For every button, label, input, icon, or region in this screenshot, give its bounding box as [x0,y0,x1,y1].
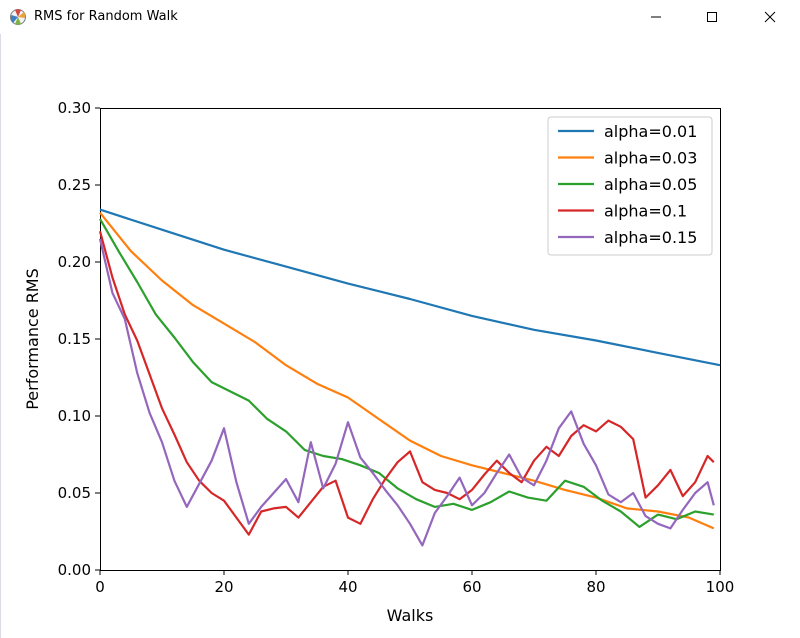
x-tick-label: 20 [214,578,233,596]
series-line-1 [99,212,715,530]
window-border [0,34,1,638]
minimize-button[interactable] [628,0,684,34]
y-tick-label: 0.15 [58,330,91,348]
series-line-2 [99,218,714,528]
chart-canvas: 0 20 40 60 80 100 0.00 0.05 0.10 0.15 0.20 0.25 0.30… [23,99,735,625]
x-tick-label: 80 [586,578,605,596]
matplotlib-icon [9,8,27,26]
legend-label: alpha=0.1 [604,202,687,221]
legend-label: alpha=0.05 [604,175,697,194]
legend-box [547,116,713,256]
title-bar: RMS for Random Walk [0,0,800,34]
series-line-0 [99,208,721,367]
legend-label: alpha=0.03 [604,149,697,168]
y-tick-label: 0.25 [58,176,91,194]
close-button[interactable] [742,0,798,34]
maximize-button[interactable] [684,0,740,34]
y-axis-label: Performance RMS [23,268,42,410]
x-tick-label: 0 [95,578,105,596]
window-title: RMS for Random Walk [34,9,178,24]
x-tick-label: 60 [462,578,481,596]
series-group [98,208,721,547]
x-tick-label: 40 [338,578,357,596]
y-tick-label: 0.30 [58,99,91,117]
minimize-icon [651,16,661,18]
maximize-icon [707,12,717,22]
legend: alpha=0.01 alpha=0.03 alpha=0.05 alpha=0.1 a… [547,116,713,256]
ticks-group: 0 20 40 60 80 100 0.00 0.05 0.10 0.15 0.20 0.25 0.30 [58,99,735,596]
series-line-4 [98,238,715,547]
close-icon [764,11,776,23]
legend-label: alpha=0.15 [604,228,697,247]
y-tick-label: 0.05 [58,484,91,502]
x-axis-label: Walks [387,606,434,625]
legend-label: alpha=0.01 [604,122,697,141]
series-line-3 [98,230,715,536]
y-tick-label: 0.20 [58,253,91,271]
y-tick-label: 0.00 [58,561,91,579]
x-tick-label: 100 [706,578,735,596]
y-tick-label: 0.10 [58,407,91,425]
